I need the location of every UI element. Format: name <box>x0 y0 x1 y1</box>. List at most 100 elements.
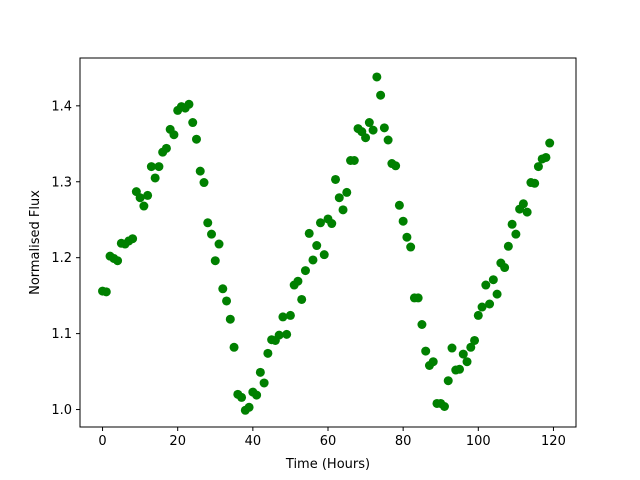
data-point <box>139 201 149 211</box>
data-point <box>466 342 476 352</box>
data-point <box>417 320 427 329</box>
data-point <box>195 166 205 176</box>
data-point <box>210 256 220 266</box>
data-point <box>274 330 284 340</box>
data-point <box>507 219 517 229</box>
x-tick-label: 120 <box>541 434 566 449</box>
data-point <box>135 193 145 203</box>
data-point <box>128 234 138 244</box>
data-point <box>503 241 513 251</box>
data-point <box>394 200 404 210</box>
data-point <box>511 229 521 239</box>
data-point <box>334 193 344 203</box>
data-point <box>439 402 449 411</box>
data-point <box>391 161 401 171</box>
data-point <box>312 241 322 251</box>
data-point <box>383 135 393 145</box>
data-point <box>143 190 153 200</box>
data-point <box>488 275 498 285</box>
data-point <box>413 293 423 303</box>
data-point <box>150 173 160 183</box>
x-tick-label: 20 <box>169 434 186 449</box>
data-point <box>533 162 543 172</box>
data-point <box>285 310 295 320</box>
data-point <box>199 178 209 188</box>
data-point <box>406 242 416 252</box>
x-tick-label: 60 <box>320 434 337 449</box>
data-point <box>222 296 232 306</box>
data-point <box>364 118 374 128</box>
data-point <box>481 280 491 290</box>
data-point <box>447 343 457 353</box>
data-point <box>368 125 378 135</box>
data-point <box>541 152 551 162</box>
data-point <box>154 162 164 172</box>
data-point <box>237 392 247 402</box>
data-point <box>315 218 325 228</box>
data-point <box>191 134 201 144</box>
data-point <box>259 378 269 388</box>
data-point <box>278 312 288 322</box>
x-tick-label: 0 <box>98 434 106 449</box>
data-point <box>331 174 341 184</box>
x-tick-label: 80 <box>395 434 412 449</box>
data-point <box>300 266 310 276</box>
x-tick-label: 100 <box>466 434 491 449</box>
data-point <box>428 357 438 367</box>
data-point <box>252 390 262 400</box>
x-tick-label: 40 <box>245 434 262 449</box>
data-point <box>402 232 412 242</box>
data-point <box>477 302 487 312</box>
data-point <box>379 123 389 133</box>
data-point <box>255 367 265 377</box>
data-point <box>349 156 359 165</box>
data-point <box>169 130 179 140</box>
y-tick-label: 1.4 <box>51 99 72 114</box>
data-point <box>229 342 239 352</box>
y-tick-label: 1.1 <box>51 327 72 342</box>
data-point <box>161 143 171 153</box>
data-point <box>545 138 555 148</box>
data-point <box>293 276 303 286</box>
y-axis-label: Normalised Flux <box>28 190 43 295</box>
data-point <box>308 255 318 265</box>
data-point <box>530 178 540 188</box>
data-point <box>113 256 123 266</box>
data-point <box>184 99 194 109</box>
data-point <box>485 299 495 309</box>
data-point <box>327 219 337 229</box>
data-point <box>473 310 483 320</box>
data-point <box>101 287 111 297</box>
y-tick-label: 1.2 <box>51 251 72 266</box>
data-point <box>338 205 348 215</box>
data-point <box>500 263 510 273</box>
data-point <box>304 228 314 238</box>
data-point <box>146 162 156 172</box>
data-point <box>398 216 408 226</box>
data-point <box>470 335 480 345</box>
y-tick-label: 1.0 <box>51 403 72 418</box>
data-point <box>342 187 352 197</box>
data-point <box>522 207 532 217</box>
data-point <box>297 294 307 304</box>
data-point <box>207 229 217 239</box>
data-point <box>458 349 468 359</box>
data-point <box>319 250 329 260</box>
data-point <box>188 118 198 128</box>
data-point <box>462 357 472 367</box>
data-point <box>282 329 292 339</box>
data-point <box>263 348 273 358</box>
data-point <box>443 376 453 386</box>
data-point <box>244 402 254 412</box>
ticks-layer: 0 20 40 60 80 100 120 1.0 1.1 1.2 1.3 1.4 <box>51 99 566 449</box>
data-point <box>203 218 213 228</box>
y-tick-label: 1.3 <box>51 175 72 190</box>
data-point <box>372 72 382 82</box>
data-points-layer <box>98 72 555 415</box>
data-point <box>218 284 228 294</box>
data-point <box>361 133 371 143</box>
x-axis-label: Time (Hours) <box>285 457 370 472</box>
data-point <box>214 239 224 249</box>
